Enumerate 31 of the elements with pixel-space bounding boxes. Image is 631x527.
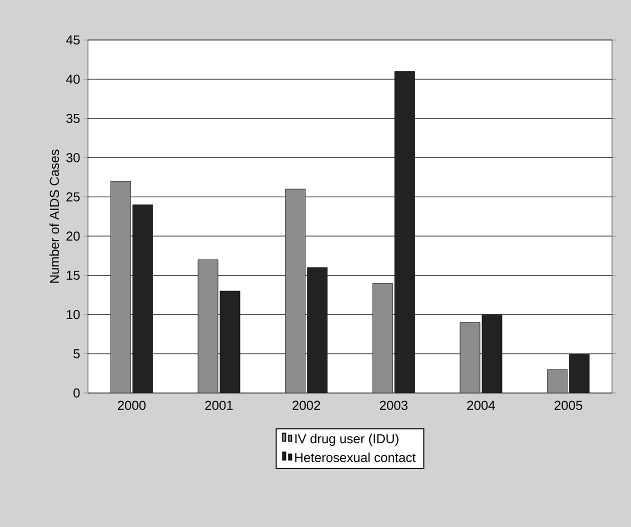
y-tick-label: 45 [66, 35, 80, 45]
bar [482, 314, 502, 393]
x-tick-label: 2000 [118, 400, 146, 410]
legend-label: IV drug user (IDU) [295, 434, 398, 446]
bar [220, 290, 240, 393]
bar [110, 180, 131, 393]
y-tick-label: 0 [74, 388, 80, 398]
legend-label: Heterosexual contact [295, 452, 416, 462]
bar [285, 188, 306, 393]
y-tick-label: 40 [66, 74, 80, 84]
x-tick-label: 2005 [554, 400, 582, 410]
bar [460, 322, 480, 393]
y-tick-label: 5 [74, 349, 80, 358]
x-tick-label: 2001 [205, 400, 233, 410]
bar [198, 259, 218, 393]
x-tick-label: 2002 [292, 400, 320, 410]
y-tick-label: 20 [66, 232, 80, 241]
bar [394, 71, 415, 393]
y-tick-label: 35 [66, 114, 80, 124]
x-tick-label: 2004 [467, 400, 496, 410]
y-axis-title: Number of AIDS Cases [49, 150, 59, 283]
y-tick-label: 25 [66, 192, 80, 202]
y-tick-label: 15 [66, 270, 80, 280]
bar [307, 267, 328, 393]
x-tick-label: 2003 [380, 400, 408, 410]
bar [372, 282, 393, 393]
bar [132, 204, 153, 393]
bar [569, 354, 590, 393]
bar [547, 369, 568, 393]
y-tick-label: 30 [66, 153, 80, 162]
y-tick-label: 10 [66, 310, 80, 320]
